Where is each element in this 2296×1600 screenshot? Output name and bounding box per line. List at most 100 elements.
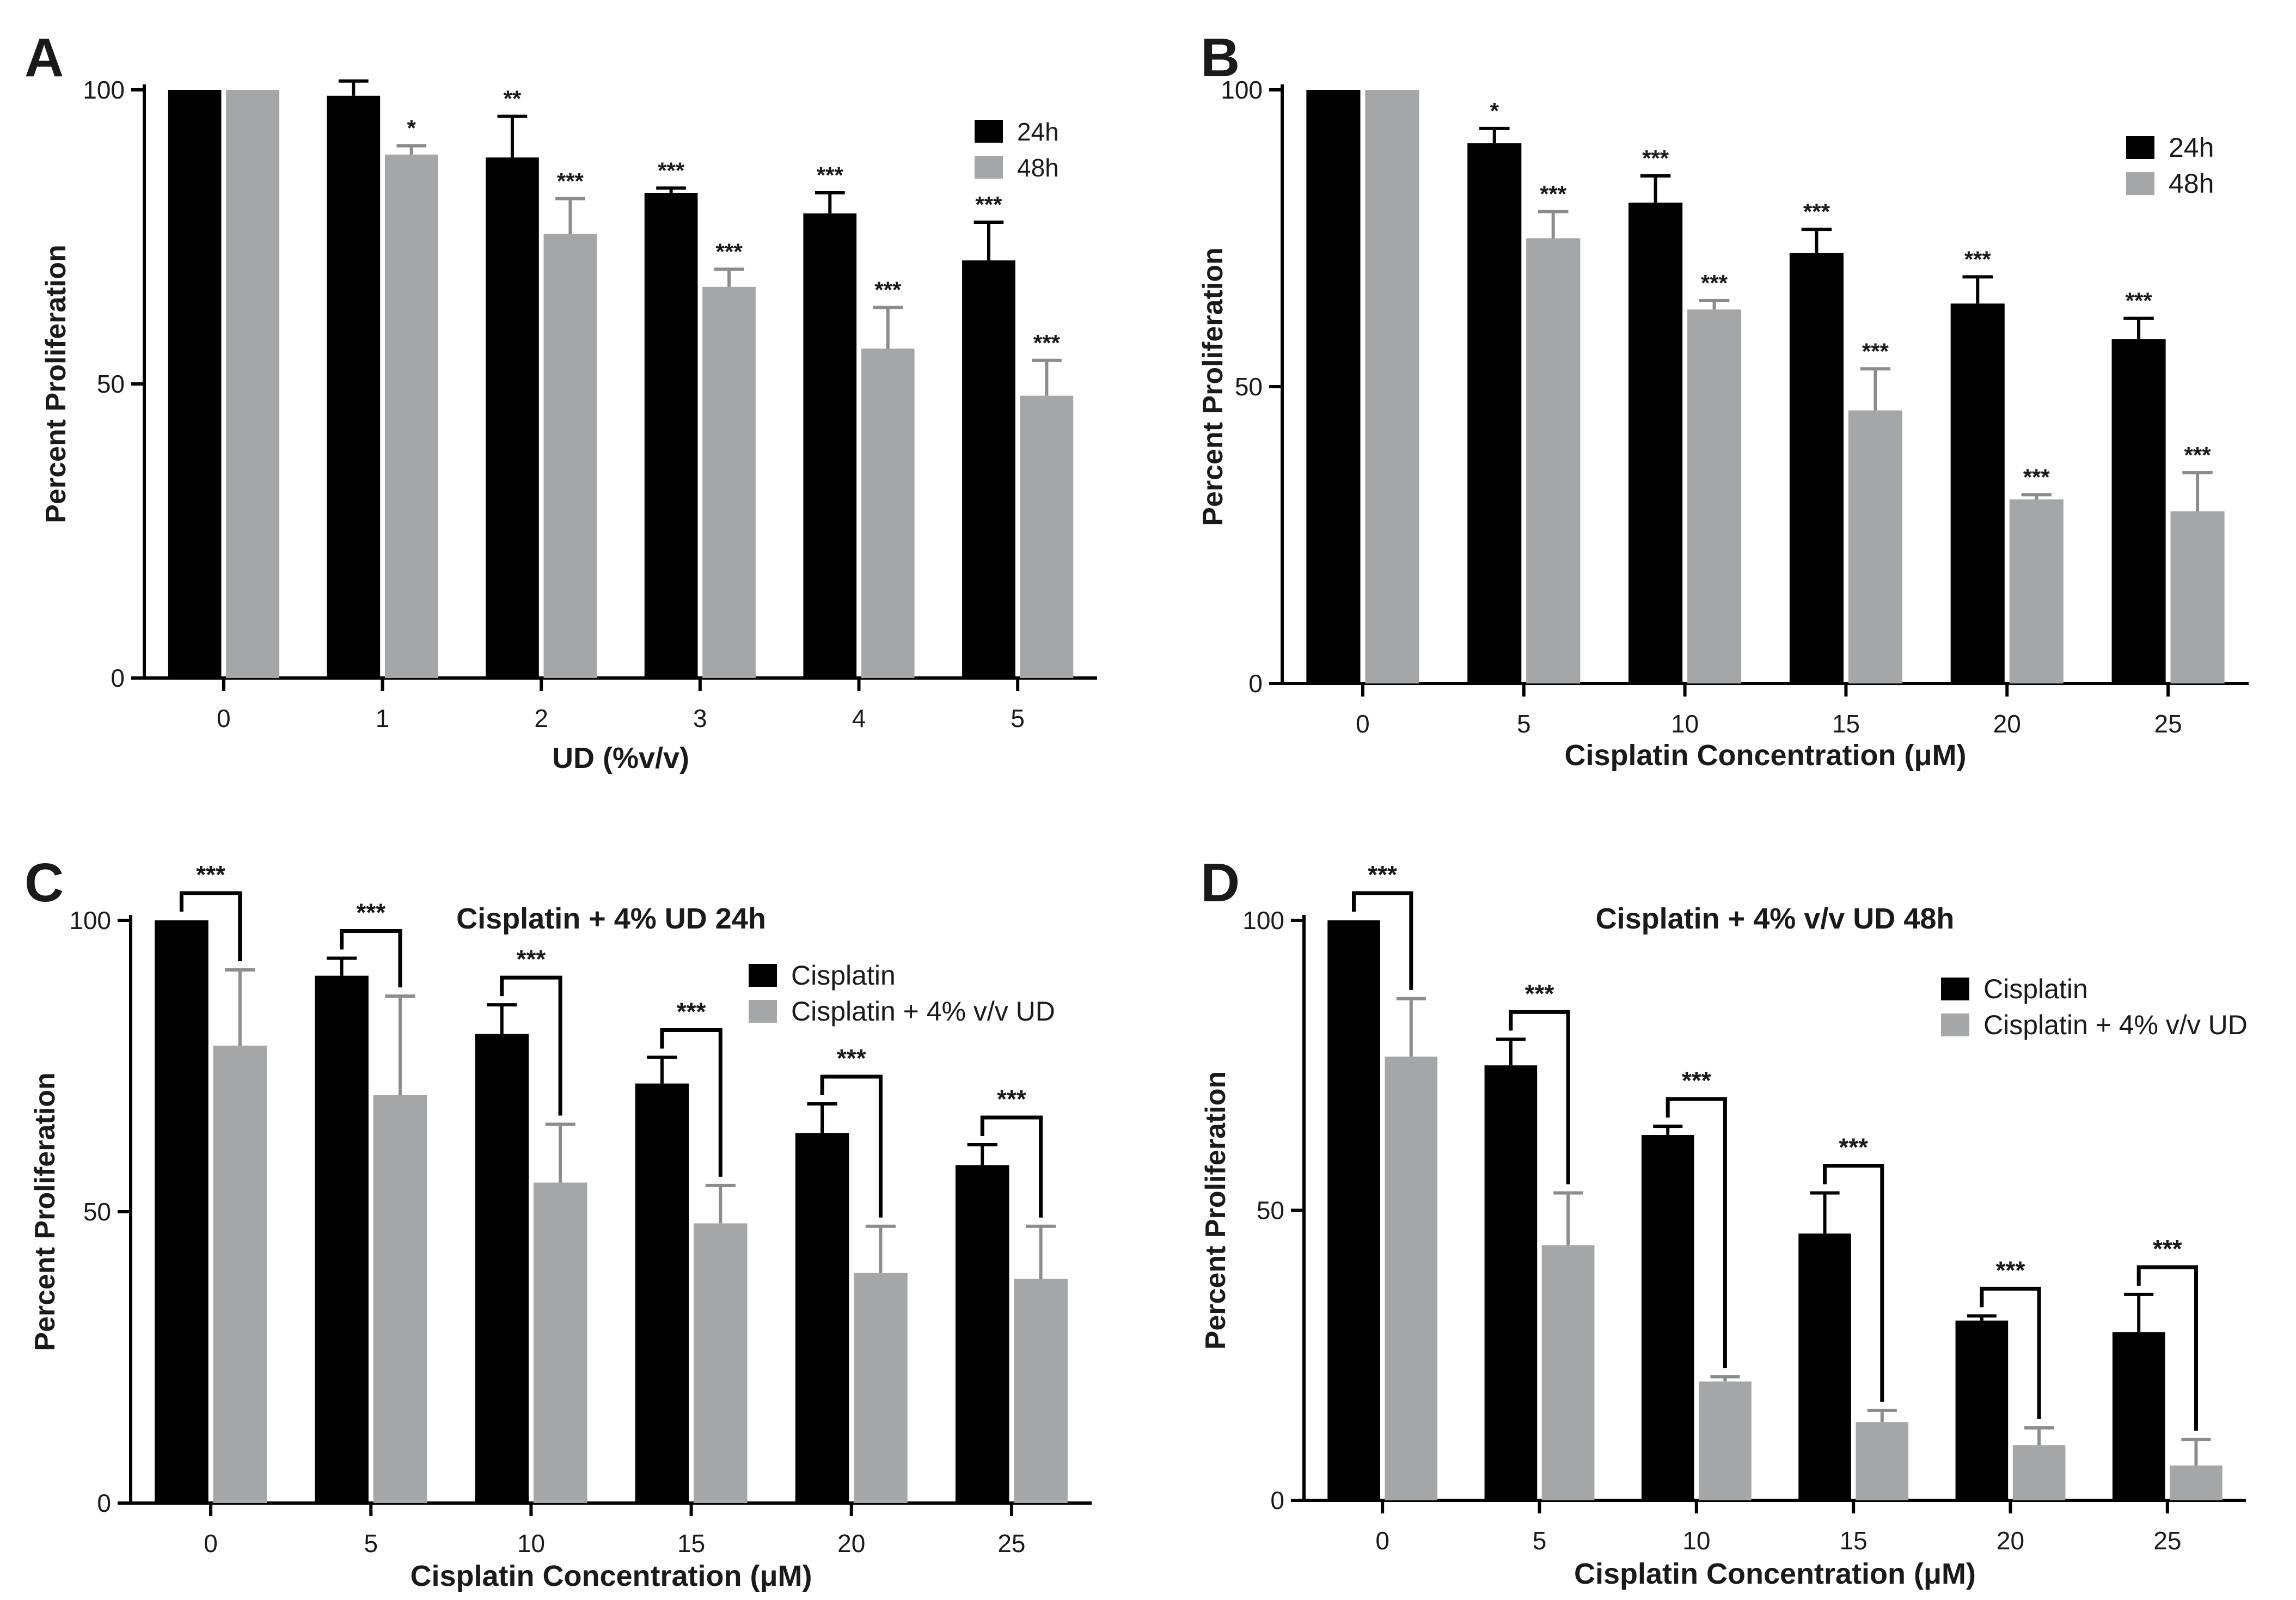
x-tick-label: 10 bbox=[517, 1529, 545, 1558]
bar bbox=[384, 154, 438, 678]
significance-label: *** bbox=[1540, 181, 1567, 206]
x-tick-label: 0 bbox=[1356, 710, 1370, 738]
chart-title: Cisplatin + 4% UD 24h bbox=[456, 902, 766, 935]
panel-letter: C bbox=[25, 852, 64, 913]
bar bbox=[1848, 410, 1902, 683]
significance-bracket bbox=[1352, 891, 1413, 990]
y-tick-label: 0 bbox=[111, 664, 125, 692]
x-tick-label: 25 bbox=[2153, 1526, 2181, 1555]
x-tick-label: 20 bbox=[837, 1529, 865, 1558]
bar bbox=[795, 1133, 849, 1503]
significance-bracket bbox=[660, 1028, 723, 1177]
x-axis-title: Cisplatin Concentration (μM) bbox=[1574, 1558, 1976, 1590]
y-tick-label: 100 bbox=[1242, 906, 1284, 935]
legend-swatch bbox=[975, 120, 1003, 143]
significance-label: *** bbox=[975, 192, 1002, 217]
y-tick-label: 0 bbox=[1248, 669, 1263, 698]
bar bbox=[1306, 90, 1361, 683]
legend-label: 48h bbox=[2169, 168, 2214, 199]
bar bbox=[1467, 143, 1522, 684]
x-tick-label: 15 bbox=[677, 1529, 705, 1558]
significance-label: *** bbox=[677, 997, 706, 1025]
significance-label: *** bbox=[1033, 330, 1061, 356]
legend-label: Cisplatin + 4% v/v UD bbox=[1983, 1010, 2248, 1040]
bar bbox=[475, 1034, 529, 1503]
x-tick-label: 0 bbox=[217, 704, 231, 732]
legend-swatch bbox=[975, 156, 1003, 179]
significance-bracket bbox=[1823, 1164, 1884, 1402]
significance-label: *** bbox=[716, 239, 743, 264]
bar bbox=[1385, 1057, 1438, 1500]
bar bbox=[1687, 309, 1742, 683]
significance-bracket bbox=[980, 1115, 1043, 1218]
bar bbox=[2009, 499, 2064, 683]
x-tick-label: 4 bbox=[852, 704, 866, 732]
legend-label: 48h bbox=[1017, 154, 1059, 182]
x-tick-label: 25 bbox=[997, 1529, 1025, 1558]
x-tick-label: 2 bbox=[534, 704, 548, 732]
x-tick-label: 25 bbox=[2154, 710, 2182, 738]
bar bbox=[1365, 90, 1419, 683]
bar bbox=[2111, 339, 2166, 683]
x-tick-label: 10 bbox=[1671, 710, 1699, 738]
bar bbox=[1856, 1422, 1909, 1500]
significance-bracket bbox=[820, 1074, 883, 1218]
bar bbox=[486, 157, 539, 678]
bar bbox=[226, 90, 279, 678]
x-tick-label: 5 bbox=[1517, 710, 1531, 738]
bar bbox=[1798, 1233, 1851, 1500]
panel-letter: A bbox=[25, 27, 64, 88]
legend-label: Cisplatin + 4% v/v UD bbox=[791, 996, 1055, 1027]
y-tick-label: 100 bbox=[1221, 76, 1263, 104]
bar bbox=[2170, 511, 2225, 683]
significance-label: *** bbox=[817, 162, 844, 188]
bar bbox=[155, 920, 209, 1503]
bar bbox=[962, 260, 1015, 678]
bar bbox=[1641, 1135, 1694, 1500]
significance-label: *** bbox=[2153, 1235, 2182, 1263]
legend-swatch bbox=[749, 964, 777, 987]
significance-label: *** bbox=[874, 277, 902, 303]
x-tick-label: 1 bbox=[376, 704, 390, 732]
bar bbox=[2170, 1465, 2222, 1500]
y-tick-label: 100 bbox=[83, 76, 125, 104]
y-tick-label: 50 bbox=[1257, 1196, 1284, 1225]
y-axis-title: Percent Proliferation bbox=[29, 1072, 61, 1351]
significance-label: *** bbox=[997, 1085, 1026, 1113]
x-tick-label: 15 bbox=[1840, 1526, 1868, 1555]
panel-letter: D bbox=[1201, 852, 1240, 913]
y-axis-title: Percent Proliferation bbox=[1200, 1071, 1232, 1349]
bar bbox=[1014, 1279, 1068, 1503]
x-tick-label: 3 bbox=[693, 704, 707, 732]
significance-label: *** bbox=[1996, 1256, 2025, 1284]
y-tick-label: 50 bbox=[1235, 372, 1263, 401]
y-axis-title: Percent Proliferation bbox=[40, 245, 72, 523]
bar bbox=[702, 286, 756, 678]
significance-label: * bbox=[1490, 98, 1499, 124]
bar bbox=[327, 95, 381, 678]
bar bbox=[1628, 203, 1683, 684]
x-tick-label: 15 bbox=[1832, 710, 1860, 738]
legend-swatch bbox=[1941, 978, 1969, 1000]
bar bbox=[2112, 1332, 2165, 1500]
x-tick-label: 5 bbox=[364, 1529, 378, 1558]
significance-label: *** bbox=[1862, 338, 1889, 364]
bar bbox=[854, 1273, 908, 1503]
significance-label: *** bbox=[1839, 1133, 1868, 1162]
panel-a: A 0 50 100 Percent Proliferation UD (%v/v) 0 1 2… bbox=[25, 27, 1097, 774]
x-axis-title: Cisplatin Concentration (μM) bbox=[1564, 739, 1966, 772]
bar bbox=[1699, 1381, 1752, 1500]
bar bbox=[1020, 395, 1074, 678]
legend-swatch bbox=[749, 1000, 777, 1023]
bar bbox=[1484, 1065, 1538, 1500]
significance-bracket bbox=[1980, 1286, 2041, 1419]
bar bbox=[861, 349, 915, 678]
legend-label: Cisplatin bbox=[1983, 974, 2088, 1004]
y-tick-label: 50 bbox=[97, 370, 125, 398]
significance-label: *** bbox=[1803, 199, 1830, 224]
bar bbox=[1526, 238, 1581, 683]
significance-label: *** bbox=[557, 168, 584, 194]
